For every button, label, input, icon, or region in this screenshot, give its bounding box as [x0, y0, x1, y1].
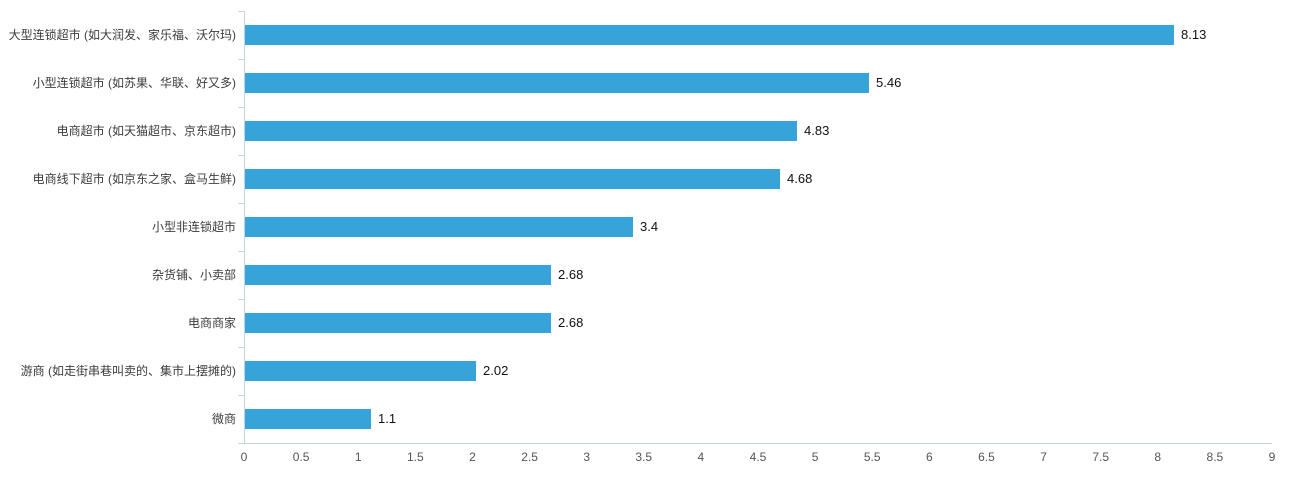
- y-axis-tick: [238, 443, 245, 444]
- x-axis-tick-label: 2.5: [521, 450, 538, 464]
- bar[interactable]: [245, 121, 797, 141]
- x-axis-tick-label: 4.5: [749, 450, 767, 464]
- x-axis-tick-label: 3: [583, 450, 590, 464]
- bar[interactable]: [245, 25, 1174, 45]
- y-axis-tick: [238, 59, 245, 60]
- category-label: 小型非连锁超市: [151, 220, 236, 234]
- bar-value-label: 3.4: [640, 219, 659, 234]
- bar-value-label: 8.13: [1181, 27, 1207, 42]
- bar-value-label: 2.68: [558, 315, 584, 330]
- x-axis-tick-label: 6: [925, 450, 933, 464]
- category-label: 电商线下超市 (如京东之家、盒马生鲜): [32, 172, 236, 186]
- x-axis-tick-label: 5: [811, 450, 819, 464]
- bar-value-label: 2.02: [483, 363, 509, 378]
- bar[interactable]: [245, 313, 551, 333]
- category-label: 杂货铺、小卖部: [151, 268, 236, 282]
- x-axis-tick-label: 4: [697, 450, 705, 464]
- bar-value-label: 2.68: [558, 267, 584, 282]
- x-axis-line: [244, 443, 1272, 444]
- bar[interactable]: [245, 361, 476, 381]
- y-axis-tick: [238, 107, 245, 108]
- x-axis-tick-label: 7.5: [1092, 450, 1109, 464]
- bar[interactable]: [245, 73, 869, 93]
- y-axis-tick: [238, 11, 245, 12]
- x-axis-tick-label: 9: [1268, 450, 1276, 464]
- y-axis-tick: [238, 395, 245, 396]
- x-axis-tick-label: 7: [1040, 450, 1047, 464]
- y-axis-tick: [238, 251, 245, 252]
- bar[interactable]: [245, 217, 633, 237]
- x-axis-tick-label: 8: [1154, 450, 1162, 464]
- y-axis-tick: [238, 203, 245, 204]
- category-label: 大型连锁超市 (如大润发、家乐福、沃尔玛): [8, 28, 236, 42]
- category-label: 电商超市 (如天猫超市、京东超市): [56, 124, 236, 138]
- x-axis-tick-label: 5.5: [863, 450, 881, 464]
- bar-value-label: 1.1: [378, 411, 397, 426]
- y-axis-tick: [238, 155, 245, 156]
- bar[interactable]: [245, 409, 371, 429]
- x-axis-tick-label: 3.5: [635, 450, 653, 464]
- x-axis-tick-label: 8.5: [1206, 450, 1224, 464]
- bar[interactable]: [245, 169, 780, 189]
- x-axis-tick-label: 1: [354, 450, 362, 464]
- x-axis-tick-label: 0.5: [292, 450, 310, 464]
- category-label: 游商 (如走街串巷叫卖的、集市上摆摊的): [20, 364, 236, 378]
- x-axis-tick-label: 2: [469, 450, 476, 464]
- category-label: 小型连锁超市 (如苏果、华联、好又多): [32, 76, 236, 90]
- category-label: 微商: [211, 412, 236, 426]
- bar-value-label: 4.83: [804, 123, 830, 138]
- y-axis-tick: [238, 299, 245, 300]
- category-label: 电商商家: [187, 316, 236, 330]
- bar[interactable]: [245, 265, 551, 285]
- y-axis-line: [244, 11, 245, 443]
- x-axis-tick-label: 6.5: [978, 450, 995, 464]
- bar-value-label: 5.46: [876, 75, 902, 90]
- bar-value-label: 4.68: [787, 171, 813, 186]
- x-axis-tick-label: 1.5: [406, 450, 424, 464]
- y-axis-tick: [238, 347, 245, 348]
- x-axis-tick-label: 0: [240, 450, 248, 464]
